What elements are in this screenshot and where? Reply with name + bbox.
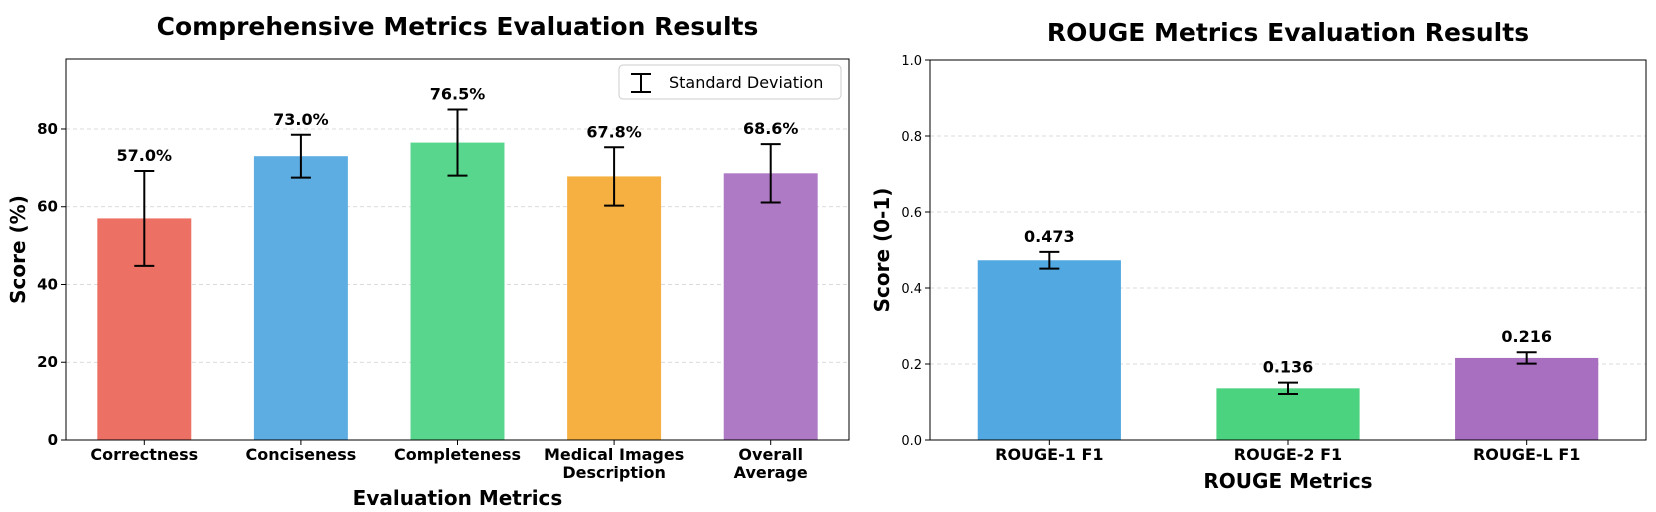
chart-title: Comprehensive Metrics Evaluation Results bbox=[157, 12, 759, 41]
data-label-1: 73.0% bbox=[273, 110, 329, 129]
bar-3 bbox=[567, 176, 662, 440]
error-bar-3 bbox=[604, 146, 625, 207]
x-axis-title: ROUGE Metrics bbox=[1203, 469, 1372, 493]
error-bar-0 bbox=[1039, 250, 1060, 270]
data-label-2: 0.216 bbox=[1501, 327, 1552, 346]
legend-box bbox=[618, 64, 842, 100]
data-label-4: 68.6% bbox=[743, 119, 799, 138]
error-bar-1 bbox=[290, 133, 311, 179]
category-label-0: ROUGE-1 F1 bbox=[995, 445, 1103, 464]
error-bar-1 bbox=[1278, 381, 1298, 396]
data-label-0: 57.0% bbox=[117, 146, 173, 165]
chart-title: ROUGE Metrics Evaluation Results bbox=[1047, 18, 1529, 47]
bar-2 bbox=[410, 142, 505, 440]
category-label-2: Completeness bbox=[394, 445, 521, 464]
y-tick-label-2: 40 bbox=[37, 275, 58, 293]
y-tick-label-0: 0.0 bbox=[901, 434, 922, 449]
y-tick-label-1: 0.2 bbox=[901, 358, 922, 373]
y-tick-label-1: 20 bbox=[37, 353, 58, 371]
y-axis-title: Score (0-1) bbox=[870, 188, 894, 313]
bar-4 bbox=[723, 173, 818, 441]
category-label-2: ROUGE-L F1 bbox=[1473, 445, 1580, 464]
y-tick-label-2: 0.4 bbox=[901, 282, 922, 297]
category-label-0: Correctness bbox=[90, 445, 198, 464]
category-label-1: ROUGE-2 F1 bbox=[1234, 445, 1342, 464]
error-bar-4 bbox=[760, 143, 781, 204]
legend-label: Standard Deviation bbox=[669, 73, 823, 92]
category-label-1: Conciseness bbox=[246, 445, 357, 464]
y-tick-label-3: 0.6 bbox=[901, 206, 922, 221]
data-label-3: 67.8% bbox=[586, 122, 642, 141]
x-axis-title: Evaluation Metrics bbox=[353, 486, 563, 510]
error-bar-2 bbox=[447, 108, 468, 177]
error-bar-2 bbox=[1516, 351, 1537, 365]
bar-1 bbox=[253, 156, 348, 440]
bar-1 bbox=[1216, 388, 1360, 440]
y-tick-label-4: 80 bbox=[37, 120, 58, 138]
data-label-1: 0.136 bbox=[1263, 358, 1314, 377]
category-label-4: Overall Average bbox=[734, 445, 808, 482]
error-bar-0 bbox=[134, 169, 155, 267]
y-tick-label-5: 1.0 bbox=[901, 54, 922, 69]
data-label-2: 76.5% bbox=[430, 85, 486, 104]
y-tick-label-4: 0.8 bbox=[901, 130, 922, 145]
chart-left: 57.0% Correctness 73.0% Conciseness 76.5% Com… bbox=[6, 12, 850, 510]
y-tick-label-0: 0 bbox=[48, 431, 58, 449]
chart-right: 0.473 ROUGE-1 F1 0.136 ROUGE-2 F1 0.216 ROUGE… bbox=[870, 18, 1647, 493]
bar-0 bbox=[977, 260, 1121, 440]
data-label-0: 0.473 bbox=[1024, 227, 1075, 246]
bar-2 bbox=[1455, 357, 1599, 440]
category-label-3: Medical Images Description bbox=[544, 445, 684, 482]
legend: Standard Deviation bbox=[618, 64, 842, 100]
y-tick-label-3: 60 bbox=[37, 198, 58, 216]
y-axis-title: Score (%) bbox=[6, 195, 30, 304]
